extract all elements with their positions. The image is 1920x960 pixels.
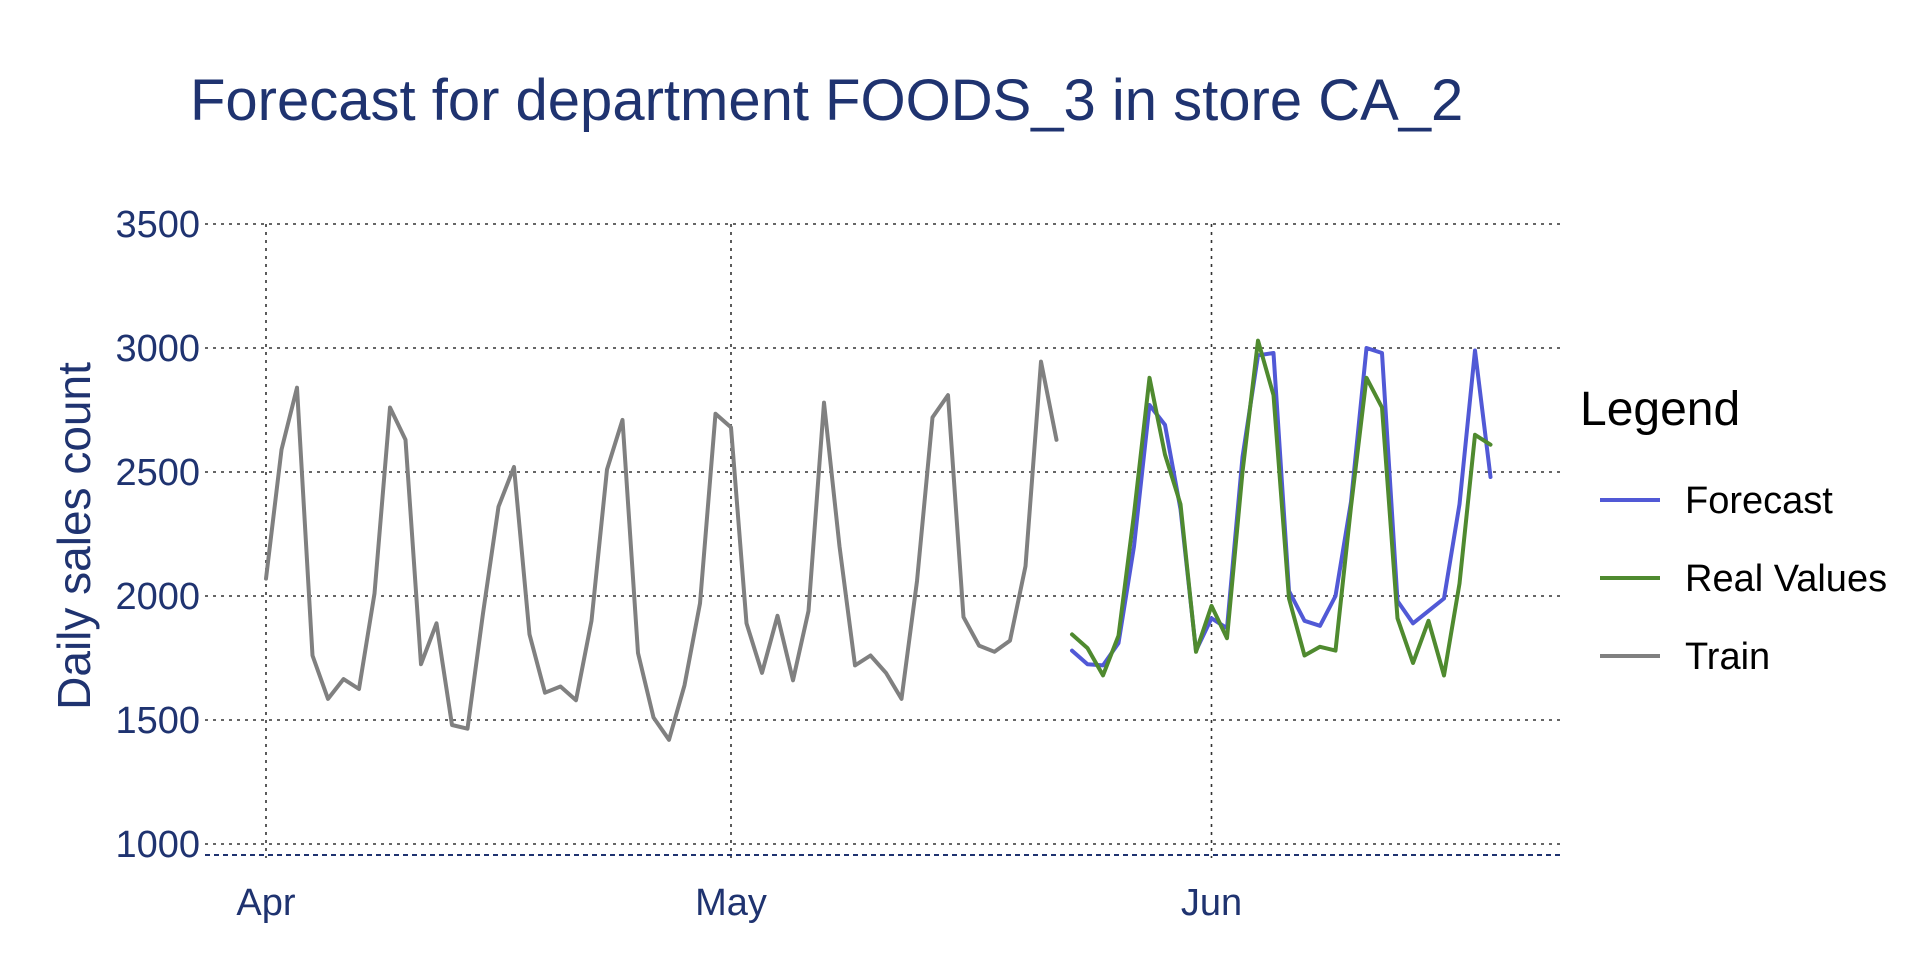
legend-label: Forecast	[1685, 480, 1833, 522]
y-tick-label: 2000	[115, 576, 200, 618]
x-axis-ticks: Apr May Jun	[236, 882, 1242, 924]
x-tick-label: May	[695, 882, 767, 924]
x-tick-label: Apr	[236, 882, 295, 924]
series-line-real-values	[1070, 338, 1493, 678]
chart-title: Forecast for department FOODS_3 in store…	[190, 68, 1463, 133]
y-tick-label: 3500	[115, 204, 200, 246]
y-tick-label: 1500	[115, 700, 200, 742]
y-tick-label: 3000	[115, 328, 200, 370]
y-axis-ticks: 1000 1500 2000 2500 3000 3500	[115, 204, 200, 866]
y-axis-label: Daily sales count	[48, 362, 100, 710]
y-tick-label: 2500	[115, 452, 200, 494]
series-line-train	[264, 359, 1059, 742]
legend: Legend Forecast Real Values Train	[1580, 383, 1887, 678]
legend-label: Real Values	[1685, 558, 1887, 600]
x-tick-label: Jun	[1181, 882, 1242, 924]
legend-label: Train	[1685, 636, 1770, 678]
grid	[205, 223, 1560, 858]
series-lines	[264, 338, 1493, 742]
y-tick-label: 1000	[115, 824, 200, 866]
legend-title: Legend	[1580, 383, 1740, 436]
